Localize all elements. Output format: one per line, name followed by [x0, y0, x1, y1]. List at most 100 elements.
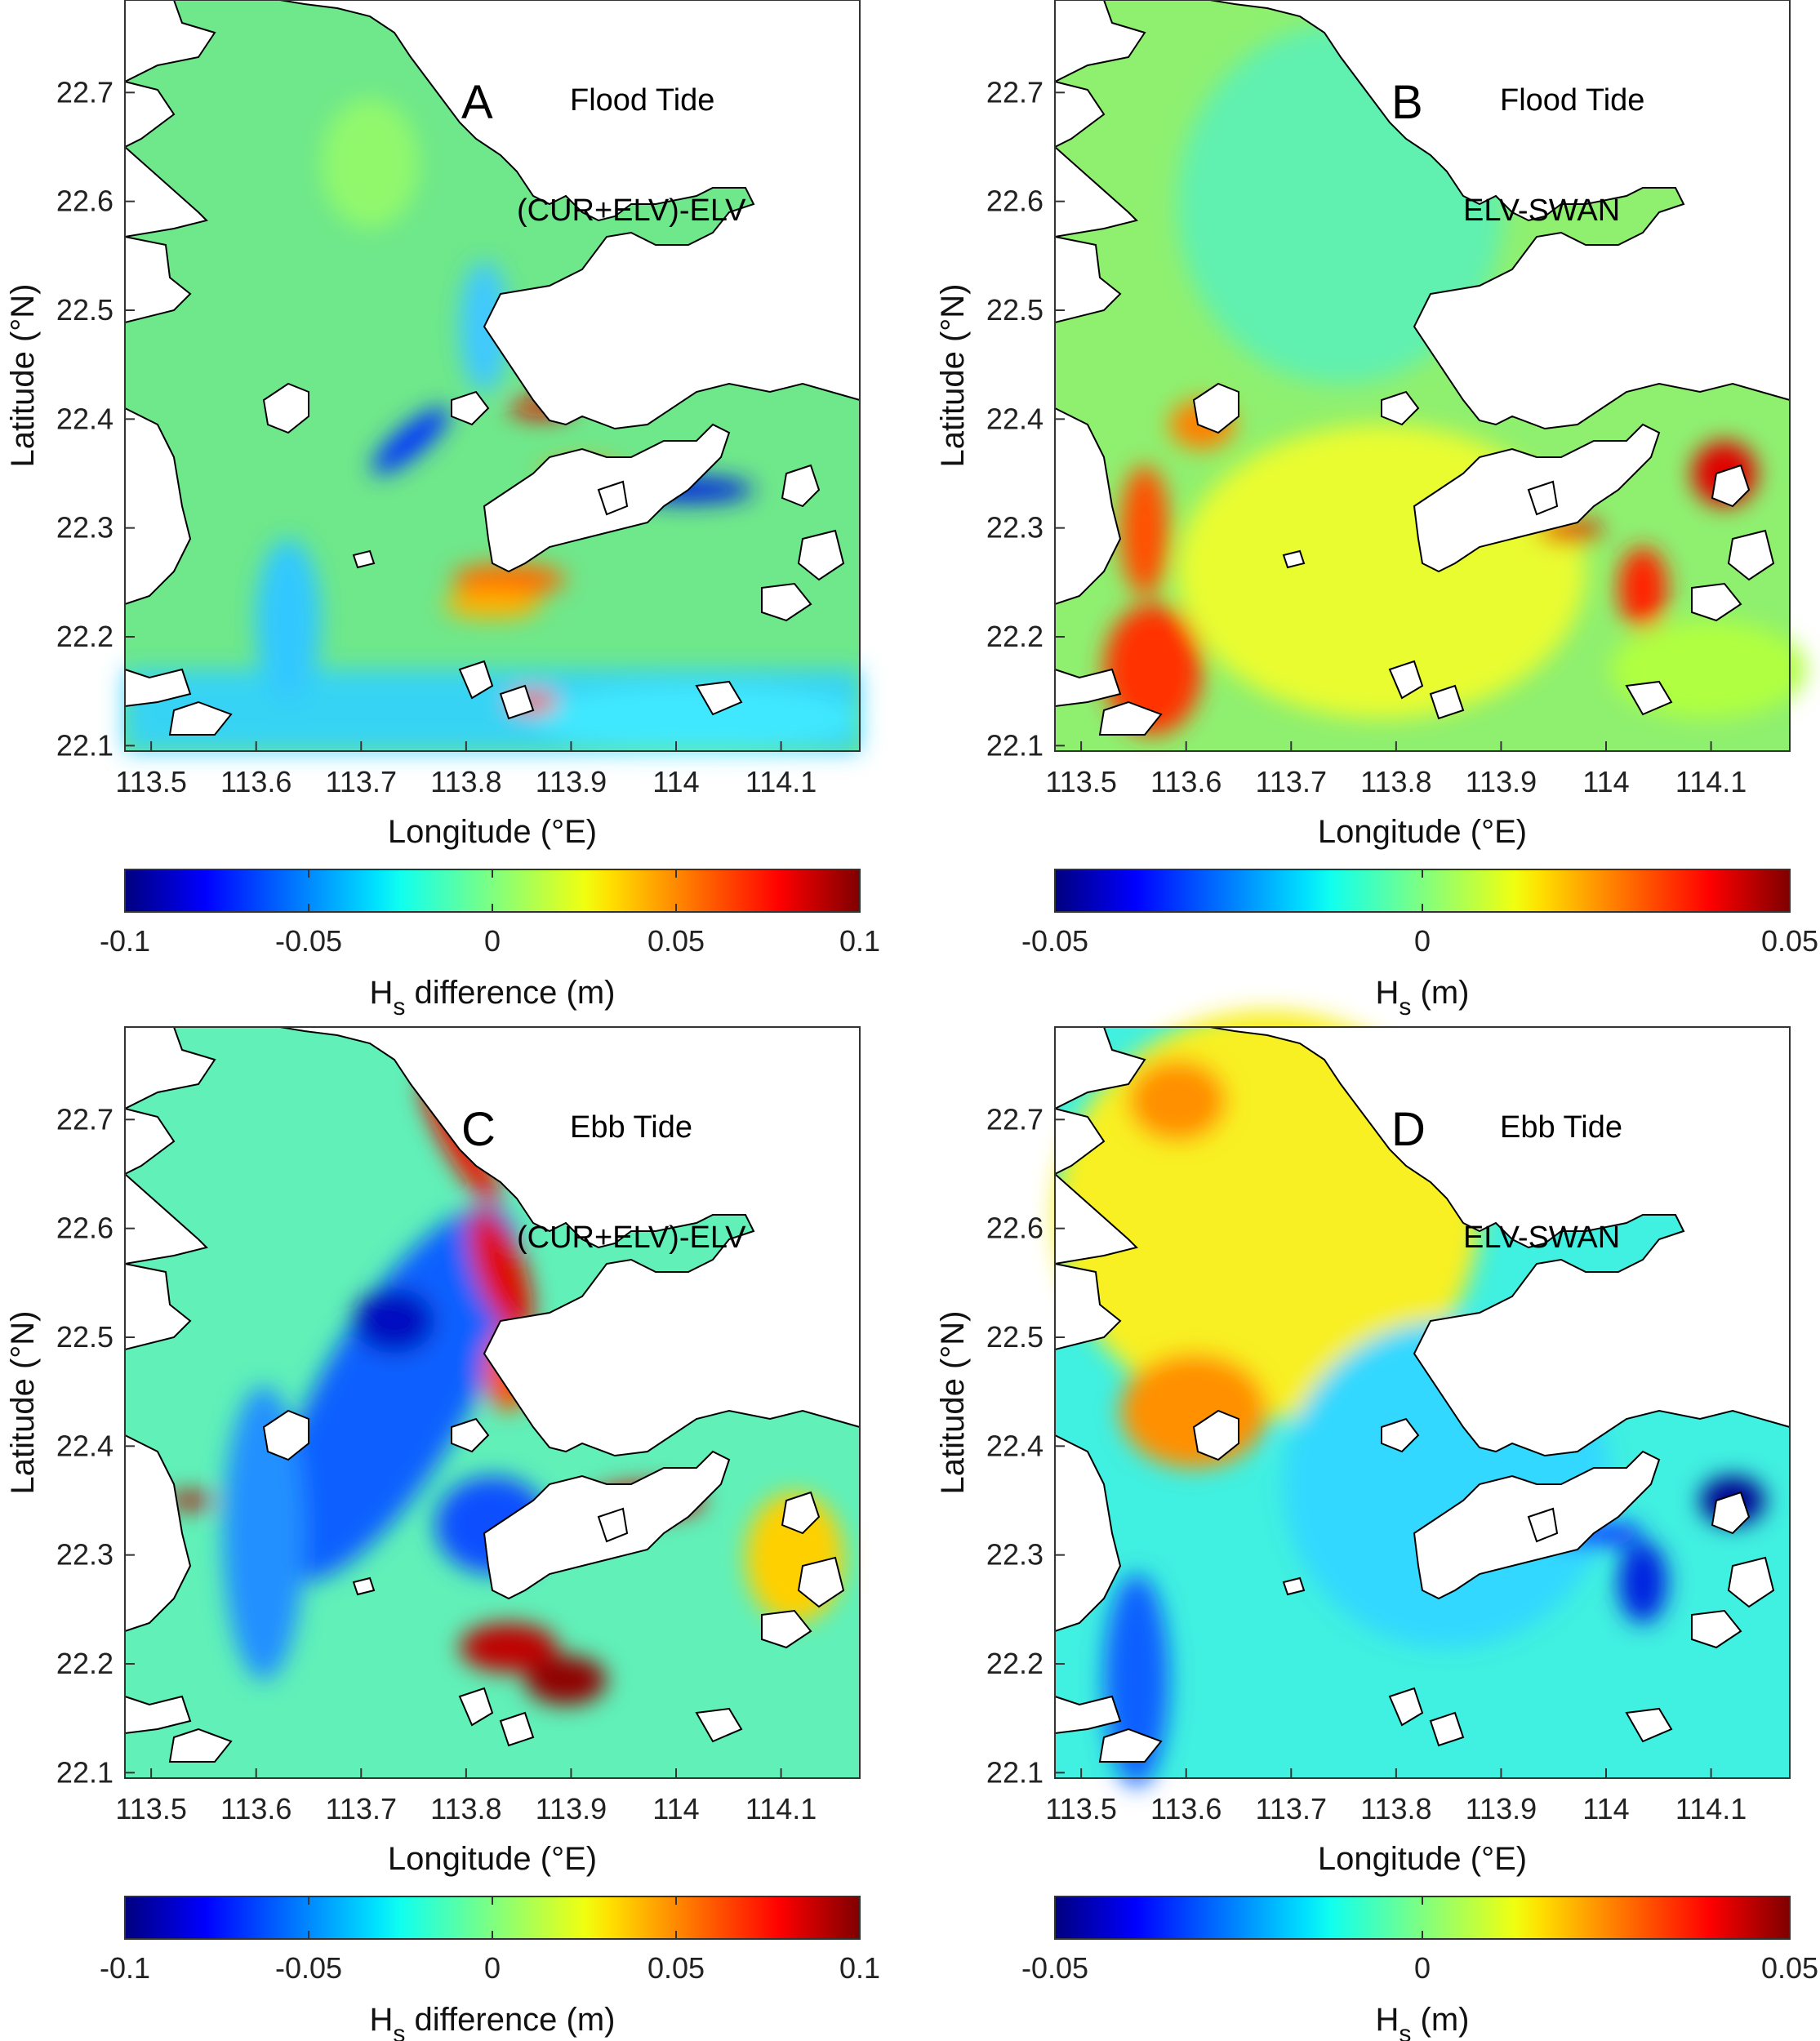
colorbar-label: Hs difference (m): [369, 975, 615, 1020]
y-tick-label: 22.3: [986, 511, 1043, 545]
quantity-label: (CUR+ELV)-ELV: [517, 1221, 746, 1255]
y-tick-label: 22.1: [56, 728, 113, 762]
colorbar-tick-label: -0.1: [100, 924, 150, 958]
colorbar-label-sub: s: [1399, 994, 1411, 1020]
x-tick-label: 113.7: [326, 1792, 397, 1825]
x-tick-label: 114.1: [745, 1792, 817, 1825]
x-tick-label: 113.8: [430, 765, 501, 798]
colorbar-tick-label: 0.05: [647, 1951, 705, 1985]
y-tick-label: 22.7: [56, 1102, 113, 1136]
colorbar-label: Hs (m): [1376, 2002, 1470, 2041]
x-tick-label: 114: [652, 1792, 699, 1825]
x-tick-label: 113.8: [1360, 1792, 1431, 1825]
x-tick-label: 114: [1582, 765, 1629, 798]
colorbar-label-sub: s: [393, 994, 405, 1020]
colorbar-tick-label: 0: [1414, 924, 1431, 958]
colorbar-label-main: H: [369, 2002, 393, 2038]
panel-c: [124, 1026, 861, 1779]
x-tick-label: 113.8: [430, 1792, 501, 1825]
x-tick-label: 114: [652, 765, 699, 798]
y-tick-label: 22.1: [56, 1755, 113, 1789]
tide-label: Ebb Tide: [1500, 1110, 1622, 1145]
colorbar-tick-label: 0: [484, 1951, 501, 1985]
tide-label: Ebb Tide: [570, 1110, 692, 1145]
colorbar-tick-label: -0.05: [1021, 1951, 1088, 1985]
y-tick-label: 22.5: [986, 1320, 1043, 1354]
y-axis-label: Latitude (°N): [935, 284, 971, 468]
x-tick-label: 113.5: [115, 1792, 186, 1825]
y-tick-label: 22.7: [986, 75, 1043, 109]
panel-c-annotations: C Ebb Tide (CUR+ELV)-ELV 113.5 113.6 113.7 113…: [5, 1102, 880, 2041]
y-tick-label: 22.1: [986, 728, 1043, 762]
tide-label: Flood Tide: [570, 83, 714, 118]
colorbar-label-sub: s: [393, 2021, 405, 2041]
x-axis-label: Longitude (°E): [388, 814, 597, 850]
colorbar-label-rest: (m): [1411, 975, 1469, 1011]
panel-a-annotations: A Flood Tide (CUR+ELV)-ELV 113.5 113.6 113.7 1…: [5, 75, 880, 1020]
y-axis-label: Latitude (°N): [5, 284, 41, 468]
annotations-layer: A Flood Tide (CUR+ELV)-ELV 113.5 113.6 113.7 1…: [5, 75, 1818, 2041]
y-tick-label: 22.2: [56, 1647, 113, 1680]
colorbar-label-rest: difference (m): [405, 975, 615, 1011]
colorbar-label: Hs difference (m): [369, 2002, 615, 2041]
colorbar-tick-label: -0.05: [275, 1951, 342, 1985]
panel-b: [1054, 0, 1806, 752]
y-axis-label: Latitude (°N): [935, 1311, 971, 1495]
panel-letter: C: [461, 1103, 496, 1156]
panel-letter: A: [461, 76, 493, 129]
tide-label: Flood Tide: [1500, 83, 1644, 118]
x-tick-label: 113.6: [220, 765, 291, 798]
y-tick-label: 22.4: [986, 402, 1043, 435]
x-tick-label: 114.1: [1675, 1792, 1747, 1825]
y-tick-label: 22.6: [986, 185, 1043, 218]
y-tick-label: 22.3: [56, 1538, 113, 1572]
colorbar-tick-label: 0.1: [839, 924, 880, 958]
x-tick-label: 113.8: [1360, 765, 1431, 798]
y-tick-label: 22.2: [986, 1647, 1043, 1680]
colorbar-label-rest: difference (m): [405, 2002, 615, 2038]
y-tick-label: 22.6: [56, 185, 113, 218]
x-tick-label: 113.7: [1256, 765, 1327, 798]
colorbar-tick-label: 0: [484, 924, 501, 958]
quantity-label: ELV-SWAN: [1463, 193, 1620, 228]
y-tick-label: 22.7: [56, 75, 113, 109]
panel-letter: D: [1391, 1103, 1426, 1156]
x-tick-label: 113.6: [1150, 765, 1221, 798]
colorbar-label-main: H: [1376, 975, 1399, 1011]
x-tick-label: 113.7: [326, 765, 397, 798]
x-axis-label: Longitude (°E): [1318, 814, 1527, 850]
y-tick-label: 22.4: [56, 1429, 113, 1462]
colorbar-tick-label: 0.1: [839, 1951, 880, 1985]
panel-a: [124, 0, 861, 752]
y-tick-label: 22.3: [56, 511, 113, 545]
x-tick-label: 113.9: [536, 1792, 607, 1825]
y-tick-label: 22.1: [986, 1755, 1043, 1789]
y-tick-label: 22.5: [56, 293, 113, 327]
colorbar-label: Hs (m): [1376, 975, 1470, 1020]
panel-letter: B: [1391, 76, 1423, 129]
y-tick-label: 22.4: [986, 1429, 1043, 1462]
x-tick-label: 113.5: [115, 765, 186, 798]
x-tick-label: 113.5: [1045, 765, 1116, 798]
x-tick-label: 114: [1582, 1792, 1629, 1825]
y-tick-label: 22.5: [56, 1320, 113, 1354]
x-tick-label: 113.9: [1466, 1792, 1537, 1825]
y-tick-label: 22.6: [56, 1212, 113, 1245]
x-tick-label: 113.9: [536, 765, 607, 798]
y-tick-label: 22.4: [56, 402, 113, 435]
colorbar-label-rest: (m): [1411, 2002, 1469, 2038]
x-tick-label: 113.5: [1045, 1792, 1116, 1825]
y-axis-label: Latitude (°N): [5, 1311, 41, 1495]
colorbar-label-main: H: [369, 975, 393, 1011]
panel-d: [1054, 1011, 1791, 1786]
colorbar-tick-label: 0.05: [647, 924, 705, 958]
colorbar-tick-label: -0.1: [100, 1951, 150, 1985]
colorbar-tick-label: -0.05: [275, 924, 342, 958]
panel-c-frame: [124, 1026, 861, 1779]
x-tick-label: 113.7: [1256, 1792, 1327, 1825]
y-tick-label: 22.2: [56, 620, 113, 653]
x-tick-label: 113.6: [1150, 1792, 1221, 1825]
x-tick-label: 114.1: [745, 765, 817, 798]
colorbar-label-sub: s: [1399, 2021, 1411, 2041]
x-tick-label: 113.6: [220, 1792, 291, 1825]
